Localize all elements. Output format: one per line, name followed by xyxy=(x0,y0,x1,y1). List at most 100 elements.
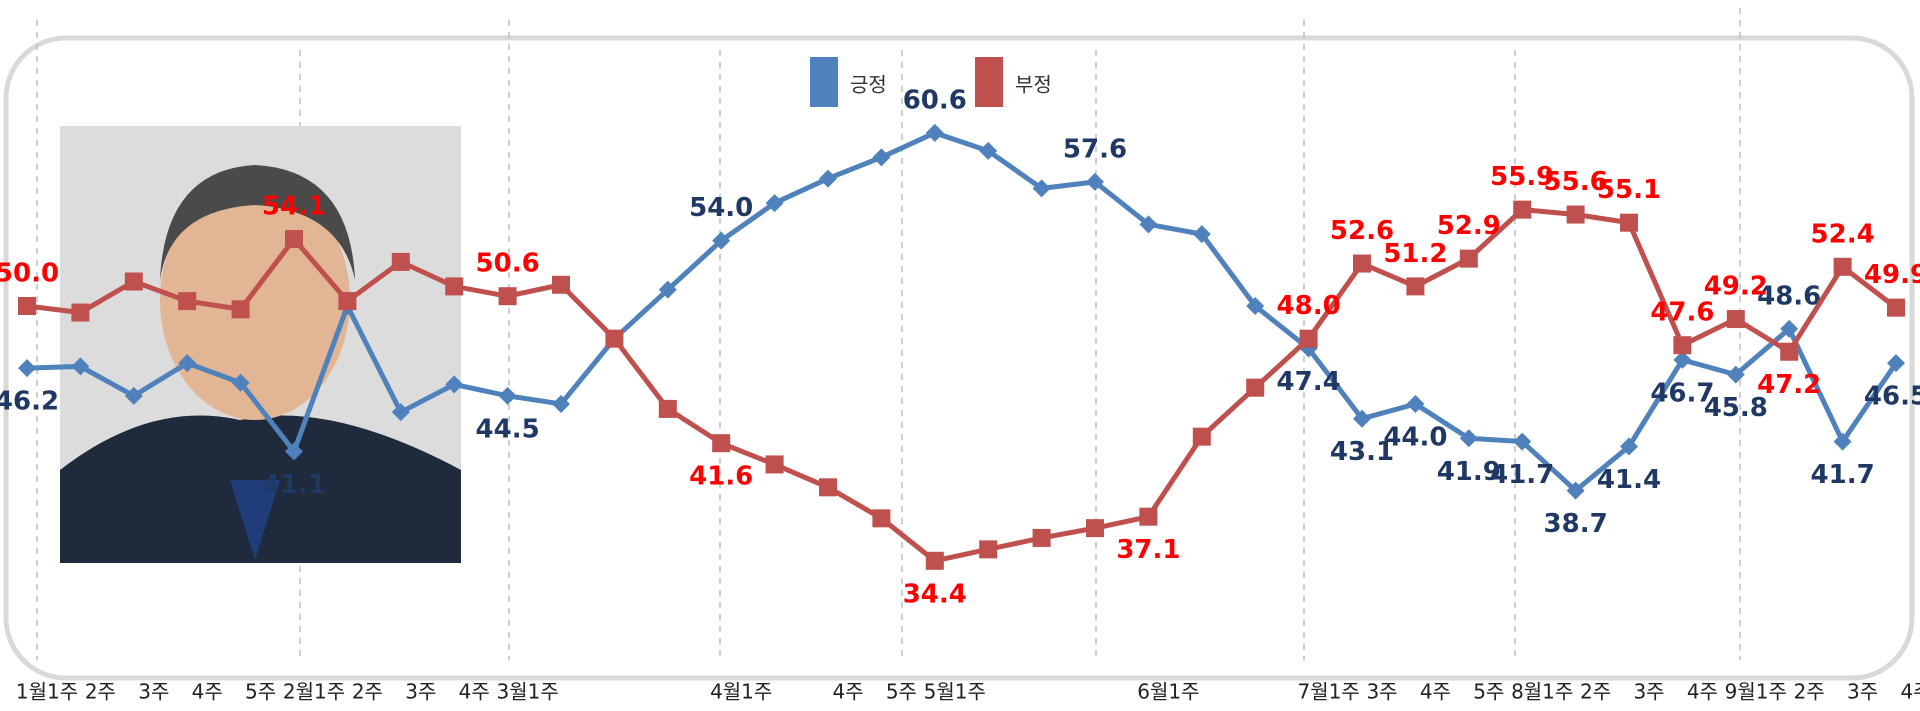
legend-swatch xyxy=(975,57,1003,107)
marker xyxy=(979,540,997,558)
x-tick-label: 5월1주 xyxy=(924,680,986,704)
marker xyxy=(1193,428,1211,446)
photo xyxy=(60,126,461,563)
x-tick-label: 2주 xyxy=(85,680,116,704)
data-label: 46.2 xyxy=(0,387,59,417)
marker xyxy=(1246,379,1264,397)
marker xyxy=(392,253,410,271)
x-tick-label: 3주 xyxy=(1633,680,1664,704)
data-label: 41.1 xyxy=(262,470,326,500)
data-label: 47.2 xyxy=(1757,370,1821,400)
data-label: 47.6 xyxy=(1650,298,1714,328)
marker xyxy=(552,276,570,294)
marker xyxy=(1620,214,1638,232)
data-label: 38.7 xyxy=(1544,509,1608,539)
marker xyxy=(1673,336,1691,354)
data-label: 50.0 xyxy=(0,259,59,289)
marker xyxy=(1460,250,1478,268)
data-label: 50.6 xyxy=(476,249,540,279)
x-tick-label: 2주 xyxy=(352,680,383,704)
x-tick-label: 4주 xyxy=(1900,680,1920,704)
marker xyxy=(1406,277,1424,295)
data-label: 41.7 xyxy=(1811,460,1875,490)
marker xyxy=(1567,206,1585,224)
marker xyxy=(1033,529,1051,547)
data-label: 34.4 xyxy=(903,579,967,609)
x-tick-label: 9월1주 xyxy=(1725,680,1787,704)
data-label: 48.0 xyxy=(1277,291,1341,321)
x-tick-label: 6월1주 xyxy=(1137,680,1199,704)
data-label: 46.5 xyxy=(1864,382,1920,412)
marker xyxy=(926,124,944,142)
data-label: 41.7 xyxy=(1490,460,1554,490)
x-tick-label: 5주 xyxy=(886,680,917,704)
marker xyxy=(872,509,890,527)
legend-swatch xyxy=(810,57,838,107)
data-label: 41.6 xyxy=(689,462,753,492)
data-label: 55.1 xyxy=(1597,175,1661,205)
data-label: 54.0 xyxy=(689,193,753,223)
x-tick-label: 5주 xyxy=(1473,680,1504,704)
marker xyxy=(125,273,143,291)
x-tick-label: 4주 xyxy=(1687,680,1718,704)
data-label: 57.6 xyxy=(1063,134,1127,164)
x-tick-label: 1월1주 xyxy=(16,680,78,704)
marker xyxy=(659,400,677,418)
marker xyxy=(872,148,890,166)
data-label: 54.1 xyxy=(262,192,326,222)
marker xyxy=(499,287,517,305)
marker xyxy=(18,359,36,377)
data-label: 49.2 xyxy=(1704,272,1768,302)
x-tick-label: 4월1주 xyxy=(710,680,772,704)
marker xyxy=(926,552,944,570)
marker xyxy=(18,297,36,315)
x-tick-label: 2주 xyxy=(1580,680,1611,704)
marker xyxy=(1086,519,1104,537)
marker xyxy=(712,434,730,452)
x-tick-label: 4주 xyxy=(832,680,863,704)
marker xyxy=(1139,508,1157,526)
x-tick-label: 4주 xyxy=(459,680,490,704)
marker xyxy=(232,300,250,318)
x-tick-label: 8월1주 xyxy=(1511,680,1573,704)
marker xyxy=(1887,299,1905,317)
legend-label: 긍정 xyxy=(850,73,887,97)
x-tick-label: 7월1주 xyxy=(1297,680,1359,704)
data-label: 49.9 xyxy=(1864,260,1920,290)
x-tick-label: 2주 xyxy=(1794,680,1825,704)
marker xyxy=(71,304,89,322)
marker xyxy=(1513,201,1531,219)
marker xyxy=(605,330,623,348)
data-label: 44.0 xyxy=(1383,423,1447,453)
x-tick-label: 4주 xyxy=(192,680,223,704)
marker xyxy=(1834,258,1852,276)
x-tick-label: 3주 xyxy=(1847,680,1878,704)
marker xyxy=(766,455,784,473)
data-label: 60.6 xyxy=(903,85,967,115)
chart: 긍정부정1월1주2주3주4주5주2월1주2주3주4주3월1주4월1주4주5주5월… xyxy=(0,0,1920,711)
data-label: 52.4 xyxy=(1811,219,1875,249)
marker xyxy=(178,292,196,310)
marker xyxy=(1353,255,1371,273)
data-label: 51.2 xyxy=(1383,239,1447,269)
marker xyxy=(445,277,463,295)
legend-label: 부정 xyxy=(1015,73,1052,97)
data-label: 37.1 xyxy=(1116,535,1180,565)
x-tick-label: 3주 xyxy=(1366,680,1397,704)
marker xyxy=(1780,343,1798,361)
data-label: 44.5 xyxy=(476,414,540,444)
x-tick-label: 4주 xyxy=(1420,680,1451,704)
marker xyxy=(819,478,837,496)
marker xyxy=(1300,330,1318,348)
marker xyxy=(338,292,356,310)
x-tick-label: 3주 xyxy=(405,680,436,704)
marker xyxy=(285,230,303,248)
marker xyxy=(819,170,837,188)
marker xyxy=(499,387,517,405)
data-label: 47.4 xyxy=(1277,367,1341,397)
marker xyxy=(1727,310,1745,328)
data-label: 52.9 xyxy=(1437,211,1501,241)
data-label: 41.4 xyxy=(1597,465,1661,495)
x-tick-label: 2월1주 xyxy=(283,680,345,704)
x-tick-label: 5주 xyxy=(245,680,276,704)
